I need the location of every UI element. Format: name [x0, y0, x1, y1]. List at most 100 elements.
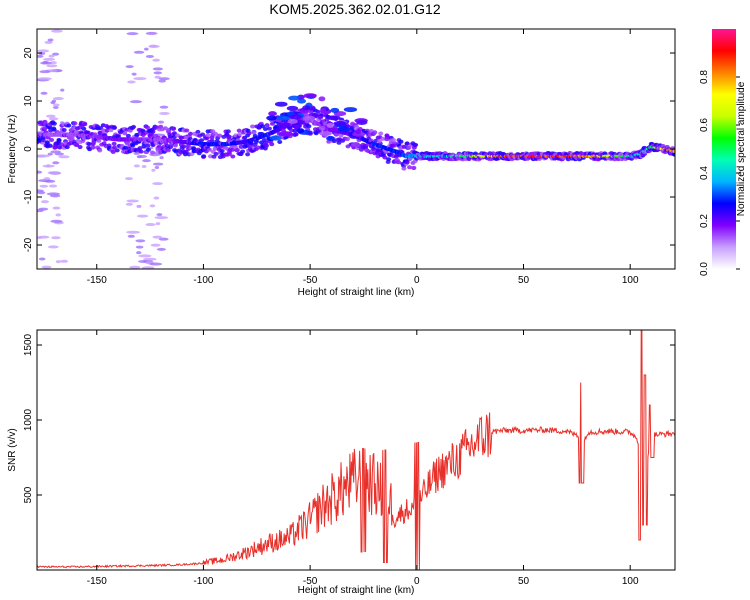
- heatmap-cell: [127, 234, 135, 238]
- heatmap-cell: [225, 129, 231, 134]
- heatmap-cell: [303, 93, 317, 99]
- heatmap-cell: [48, 184, 58, 188]
- heatmap-cell: [404, 160, 410, 165]
- heatmap-cell: [276, 115, 290, 121]
- heatmap-x-axis-label: Height of straight line (km): [298, 287, 415, 298]
- heatmap-cell: [111, 125, 117, 130]
- heatmap-cell: [37, 54, 44, 58]
- heatmap-cell: [159, 105, 169, 109]
- heatmap-cell: [355, 129, 362, 135]
- heatmap-cell: [82, 122, 88, 127]
- heatmap-cell: [156, 247, 167, 251]
- heatmap-cell: [327, 127, 341, 133]
- heatmap-cell: [195, 129, 201, 134]
- heatmap-y-tick-label: -10: [23, 189, 34, 204]
- heatmap-cell: [37, 189, 44, 193]
- snr-x-tick-label: -50: [303, 576, 318, 587]
- heatmap-cell: [47, 171, 61, 175]
- heatmap-cell: [384, 137, 390, 142]
- snr-panel: -150 -100 -50 0 50 100 500 1000 1500 Height of …: [7, 329, 676, 596]
- heatmap-cell: [260, 124, 266, 129]
- heatmap-cell: [152, 182, 163, 186]
- heatmap-cell: [286, 105, 299, 111]
- heatmap-cell: [135, 245, 144, 249]
- heatmap-cell: [240, 149, 246, 154]
- heatmap-cell: [47, 245, 59, 249]
- heatmap-y-tick-label: 10: [23, 95, 34, 107]
- heatmap-cell: [213, 151, 219, 156]
- heatmap-cell: [108, 128, 114, 133]
- snr-frame: [36, 329, 676, 571]
- heatmap-cell: [77, 145, 83, 150]
- heatmap-cell: [145, 31, 158, 35]
- heatmap-cell: [38, 207, 49, 211]
- snr-y-tick-label: 1500: [23, 333, 34, 356]
- heatmap-cell: [336, 140, 342, 145]
- heatmap-cell: [281, 121, 288, 127]
- heatmap-cell: [189, 152, 195, 157]
- heatmap-cell: [149, 204, 156, 208]
- heatmap-cell: [411, 166, 417, 171]
- heatmap-cell: [184, 128, 190, 133]
- heatmap-cell: [135, 239, 146, 243]
- colorbar-tick-label: 0.2: [699, 214, 710, 228]
- heatmap-cell: [129, 100, 143, 104]
- heatmap-cell: [158, 237, 169, 241]
- heatmap-cell: [378, 131, 384, 136]
- heatmap-cell: [112, 145, 118, 150]
- heatmap-cell: [200, 132, 206, 137]
- snr-x-tick-label: -100: [193, 576, 213, 587]
- heatmap-cell: [58, 155, 70, 159]
- heatmap-cell: [289, 114, 303, 120]
- heatmap-cell: [384, 134, 390, 139]
- heatmap-cell: [66, 123, 72, 128]
- heatmap-cell: [380, 136, 386, 141]
- heatmap-cell: [333, 120, 347, 126]
- heatmap-cell: [125, 133, 131, 138]
- heatmap-cell: [396, 160, 402, 165]
- heatmap-cell: [50, 150, 61, 154]
- heatmap-cell: [171, 126, 177, 131]
- heatmap-cell: [125, 177, 133, 181]
- heatmap-cell: [74, 142, 80, 147]
- heatmap-cell: [137, 146, 143, 151]
- heatmap-cell: [144, 47, 149, 51]
- heatmap-cell: [55, 260, 61, 264]
- heatmap-cell: [129, 265, 141, 269]
- colorbar-tick-label: 0.6: [699, 118, 710, 132]
- heatmap-cell: [91, 140, 97, 145]
- heatmap-cell: [262, 126, 268, 131]
- heatmap-cell: [50, 29, 63, 33]
- heatmap-cell: [153, 196, 160, 200]
- heatmap-cell: [326, 122, 334, 128]
- heatmap-cell: [68, 141, 74, 146]
- heatmap-cell: [136, 214, 149, 218]
- heatmap-cell: [52, 105, 59, 109]
- heatmap-cell: [319, 130, 332, 136]
- heatmap-cell: [145, 125, 151, 130]
- heatmap-y-axis-label: Frequency (Hz): [7, 115, 18, 184]
- heatmap-cell: [126, 199, 139, 203]
- heatmap-cell: [39, 70, 51, 74]
- heatmap-cell: [306, 124, 312, 129]
- heatmap-y-tick-label: 20: [23, 47, 34, 59]
- heatmap-cell: [302, 105, 311, 111]
- heatmap-cell: [61, 128, 67, 133]
- heatmap-cell: [45, 114, 56, 118]
- heatmap-cell: [52, 52, 60, 56]
- heatmap-cell: [51, 127, 57, 132]
- heatmap-cell: [269, 135, 283, 141]
- colorbar-label: Normalized spectral amplitude: [736, 81, 747, 216]
- heatmap-cell: [246, 131, 252, 136]
- heatmap-cell: [148, 44, 160, 48]
- heatmap-cell: [165, 148, 171, 153]
- heatmap-x-tick-label: 100: [622, 275, 639, 286]
- heatmap-cell: [154, 216, 169, 220]
- heatmap-cell: [123, 145, 129, 150]
- heatmap-x-tick-label: -150: [87, 275, 107, 286]
- heatmap-cell: [159, 111, 170, 115]
- heatmap-cell: [149, 262, 163, 266]
- heatmap-cell: [143, 257, 157, 261]
- heatmap-cell: [40, 91, 48, 95]
